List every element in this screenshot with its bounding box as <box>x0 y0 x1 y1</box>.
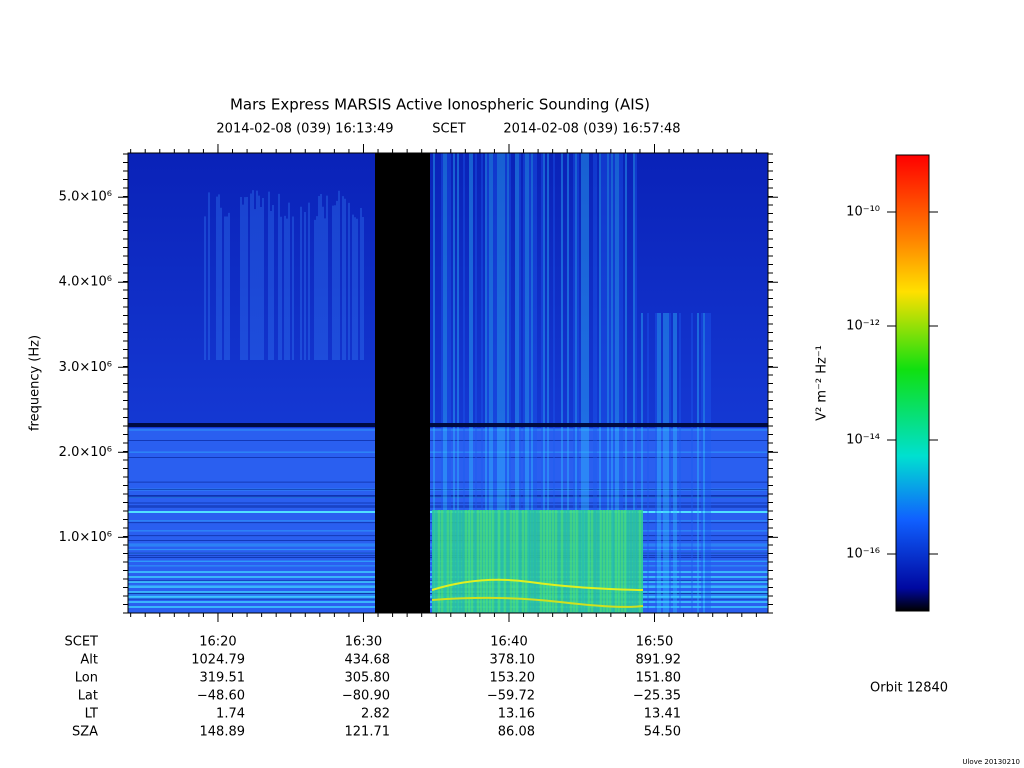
ephemeris-value: 151.80 <box>636 671 682 686</box>
ephemeris-value: −59.72 <box>487 689 535 704</box>
ephemeris-value: 54.50 <box>644 725 681 740</box>
ephemeris-value: 378.10 <box>490 653 536 668</box>
ephemeris-value: −48.60 <box>197 689 245 704</box>
ephemeris-value: −80.90 <box>342 689 390 704</box>
ephemeris-value: 13.16 <box>498 707 535 722</box>
time-label: SCET <box>432 122 466 137</box>
y-tick-label: 4.0×10⁶ <box>59 275 112 290</box>
ephemeris-value: 86.08 <box>498 725 535 740</box>
colorbar-label: V² m⁻² Hz⁻¹ <box>815 345 830 421</box>
orbit: Orbit 12840 <box>870 681 948 696</box>
colorbar-tick-label: 10⁻¹⁰ <box>846 205 880 220</box>
chart-title: Mars Express MARSIS Active Ionospheric S… <box>230 96 650 114</box>
y-axis-label: frequency (Hz) <box>28 335 43 431</box>
ephemeris-value: 434.68 <box>345 653 391 668</box>
ephemeris-value: 319.51 <box>200 671 246 686</box>
x-tick-label: 16:30 <box>345 635 382 650</box>
colorbar-tick-label: 10⁻¹⁶ <box>846 547 880 562</box>
ephemeris-value: 13.41 <box>644 707 681 722</box>
texture <box>375 153 430 613</box>
ephemeris-value: 121.71 <box>345 725 391 740</box>
x-tick-label: 16:20 <box>199 635 236 650</box>
colorbar-tick-label: 10⁻¹² <box>846 319 880 334</box>
y-tick-label: 3.0×10⁶ <box>59 360 112 375</box>
ephemeris-label: Alt <box>80 653 98 668</box>
spectrogram <box>128 153 768 613</box>
ephemeris-value: 148.89 <box>200 725 246 740</box>
ephemeris-label: SZA <box>72 725 98 740</box>
ephemeris-label: LT <box>85 707 98 722</box>
footer: Ulove 20130210 <box>962 758 1020 766</box>
ephemeris-label: Lon <box>75 671 98 686</box>
ephemeris-value: 2.82 <box>361 707 390 722</box>
y-tick-label: 2.0×10⁶ <box>59 445 112 460</box>
ephemeris-value: 305.80 <box>345 671 391 686</box>
ephemeris-value: 1024.79 <box>191 653 245 668</box>
ephemeris-header: SCET <box>65 635 99 650</box>
end-time: 2014-02-08 (039) 16:57:48 <box>503 122 680 137</box>
ephemeris-value: 891.92 <box>636 653 682 668</box>
texture <box>431 596 644 608</box>
texture <box>128 423 768 427</box>
colorbar-tick-label: 10⁻¹⁴ <box>846 433 880 448</box>
y-tick-label: 5.0×10⁶ <box>59 190 112 205</box>
ephemeris-value: −25.35 <box>633 689 681 704</box>
y-tick-label: 1.0×10⁶ <box>59 530 112 545</box>
x-tick-label: 16:50 <box>636 635 673 650</box>
x-tick-label: 16:40 <box>490 635 527 650</box>
start-time: 2014-02-08 (039) 16:13:49 <box>216 122 393 137</box>
ephemeris-label: Lat <box>78 689 98 704</box>
texture <box>431 578 644 591</box>
ephemeris-value: 153.20 <box>490 671 536 686</box>
colorbar <box>895 154 930 612</box>
ephemeris-value: 1.74 <box>216 707 245 722</box>
